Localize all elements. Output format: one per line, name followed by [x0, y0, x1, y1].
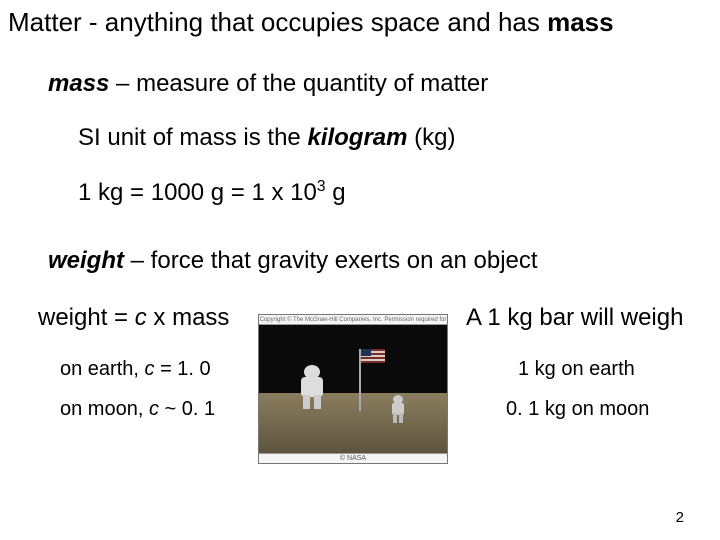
si-kilogram: kilogram	[307, 124, 407, 151]
slide-title: Matter - anything that occupies space an…	[8, 6, 712, 39]
moon-constant: on moon, c ~ 0. 1	[60, 398, 215, 421]
weight-term: weight	[48, 247, 124, 274]
formula-post: x mass	[147, 304, 230, 331]
bottom-section: weight = c x mass on earth, c = 1. 0 on …	[8, 304, 712, 504]
will-weigh-label: A 1 kg bar will weigh	[466, 304, 683, 332]
earth-constant: on earth, c = 1. 0	[60, 358, 211, 381]
formula-pre: weight =	[38, 304, 135, 331]
si-prefix: SI unit of mass is the	[78, 124, 307, 151]
image-copyright: Copyright © The McGraw-Hill Companies, I…	[259, 315, 447, 325]
earth-c-post: = 1. 0	[155, 358, 211, 380]
kg-conversion: 1 kg = 1000 g = 1 x 103 g	[78, 177, 712, 208]
earth-c-c: c	[145, 358, 155, 380]
moon-result: 0. 1 kg on moon	[506, 398, 649, 421]
earth-c-pre: on earth,	[60, 358, 145, 380]
title-bold: mass	[547, 7, 614, 37]
si-suffix: (kg)	[407, 124, 455, 151]
mass-term: mass	[48, 70, 109, 97]
moon-sky	[259, 325, 447, 393]
weight-definition: weight – force that gravity exerts on an…	[48, 246, 712, 276]
si-unit-line: SI unit of mass is the kilogram (kg)	[78, 123, 712, 153]
moon-ground	[259, 393, 447, 453]
weight-rest: – force that gravity exerts on an object	[124, 247, 538, 274]
moon-c-post: ~ 0. 1	[159, 398, 215, 420]
mass-definition: mass – measure of the quantity of matter	[48, 69, 712, 99]
moon-c-pre: on moon,	[60, 398, 149, 420]
moon-c-c: c	[149, 398, 159, 420]
kg-post: g	[326, 179, 346, 206]
formula-c: c	[135, 304, 147, 331]
astronaut-1	[297, 365, 327, 409]
kg-exponent: 3	[317, 178, 326, 195]
kg-pre: 1 kg = 1000 g = 1 x 10	[78, 179, 317, 206]
earth-result: 1 kg on earth	[518, 358, 635, 381]
us-flag	[361, 349, 385, 363]
title-prefix: Matter - anything that occupies space an…	[8, 7, 547, 37]
astronaut-2	[389, 395, 407, 423]
page-number: 2	[676, 509, 684, 526]
image-credit: © NASA	[259, 453, 447, 463]
mass-rest: – measure of the quantity of matter	[109, 70, 488, 97]
weight-formula: weight = c x mass	[38, 304, 229, 332]
moon-image: Copyright © The McGraw-Hill Companies, I…	[258, 314, 448, 464]
